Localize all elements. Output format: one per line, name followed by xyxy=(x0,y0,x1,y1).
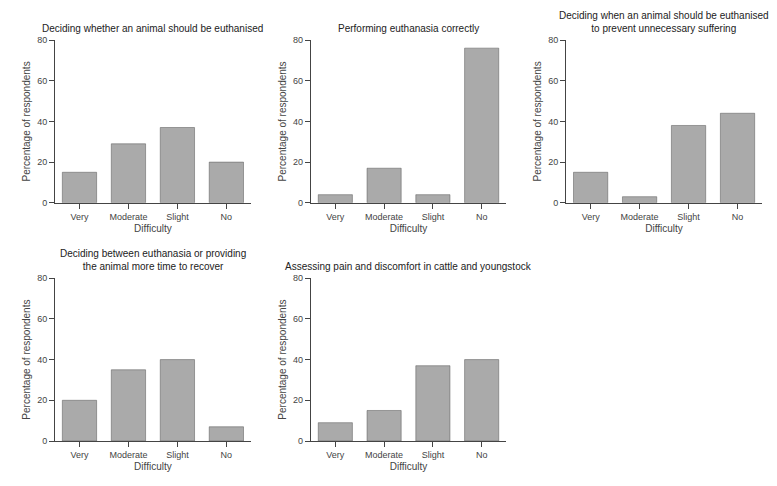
svg-text:60: 60 xyxy=(293,76,303,86)
svg-text:Moderate: Moderate xyxy=(621,212,659,222)
svg-text:Deciding whether an animal sho: Deciding whether an animal should be eut… xyxy=(42,23,263,34)
svg-text:0: 0 xyxy=(553,198,558,208)
svg-text:0: 0 xyxy=(298,198,303,208)
svg-text:Slight: Slight xyxy=(677,212,700,222)
svg-text:Moderate: Moderate xyxy=(365,212,403,222)
svg-text:0: 0 xyxy=(298,436,303,446)
svg-text:Very: Very xyxy=(326,212,345,222)
svg-text:20: 20 xyxy=(293,157,303,167)
svg-text:Difficulty: Difficulty xyxy=(390,223,428,234)
svg-text:Slight: Slight xyxy=(166,450,189,460)
svg-text:Moderate: Moderate xyxy=(365,450,403,460)
svg-text:20: 20 xyxy=(37,395,47,405)
svg-text:Moderate: Moderate xyxy=(109,212,147,222)
svg-text:No: No xyxy=(221,450,233,460)
svg-text:Assessing pain and discomfort: Assessing pain and discomfort in cattle … xyxy=(285,261,532,272)
svg-text:Very: Very xyxy=(70,212,89,222)
svg-text:60: 60 xyxy=(293,314,303,324)
svg-text:80: 80 xyxy=(37,35,47,45)
svg-text:Deciding when an animal should: Deciding when an animal should be euthan… xyxy=(559,10,769,34)
svg-text:0: 0 xyxy=(42,436,47,446)
svg-text:Difficulty: Difficulty xyxy=(134,223,172,234)
svg-text:Difficulty: Difficulty xyxy=(390,461,428,472)
svg-text:40: 40 xyxy=(293,355,303,365)
svg-text:0: 0 xyxy=(42,198,47,208)
svg-text:20: 20 xyxy=(548,157,558,167)
svg-text:No: No xyxy=(476,450,488,460)
svg-text:Very: Very xyxy=(326,450,345,460)
svg-text:80: 80 xyxy=(293,273,303,283)
svg-text:Slight: Slight xyxy=(422,450,445,460)
svg-text:80: 80 xyxy=(548,35,558,45)
svg-text:Difficulty: Difficulty xyxy=(645,223,683,234)
svg-text:Percentage of respondents: Percentage of respondents xyxy=(277,61,288,181)
svg-text:No: No xyxy=(476,212,488,222)
svg-text:80: 80 xyxy=(37,273,47,283)
svg-text:20: 20 xyxy=(293,395,303,405)
svg-text:Percentage of respondents: Percentage of respondents xyxy=(21,300,32,420)
svg-text:Very: Very xyxy=(582,212,601,222)
svg-text:No: No xyxy=(732,212,744,222)
svg-text:80: 80 xyxy=(293,35,303,45)
svg-text:Slight: Slight xyxy=(166,212,189,222)
svg-text:40: 40 xyxy=(548,117,558,127)
svg-text:Performing euthanasia correctl: Performing euthanasia correctly xyxy=(338,23,479,34)
svg-text:40: 40 xyxy=(293,117,303,127)
svg-text:60: 60 xyxy=(548,76,558,86)
svg-text:Moderate: Moderate xyxy=(109,450,147,460)
svg-text:20: 20 xyxy=(37,157,47,167)
svg-text:Percentage of respondents: Percentage of respondents xyxy=(532,61,543,181)
svg-text:Difficulty: Difficulty xyxy=(134,461,172,472)
svg-text:40: 40 xyxy=(37,117,47,127)
svg-text:60: 60 xyxy=(37,314,47,324)
svg-text:Percentage of respondents: Percentage of respondents xyxy=(21,61,32,181)
svg-text:Percentage of respondents: Percentage of respondents xyxy=(277,300,288,420)
svg-text:60: 60 xyxy=(37,76,47,86)
svg-text:Slight: Slight xyxy=(422,212,445,222)
svg-text:Very: Very xyxy=(70,450,89,460)
svg-text:40: 40 xyxy=(37,355,47,365)
svg-text:No: No xyxy=(221,212,233,222)
svg-text:Deciding between euthanasia or: Deciding between euthanasia or providing… xyxy=(60,248,246,272)
